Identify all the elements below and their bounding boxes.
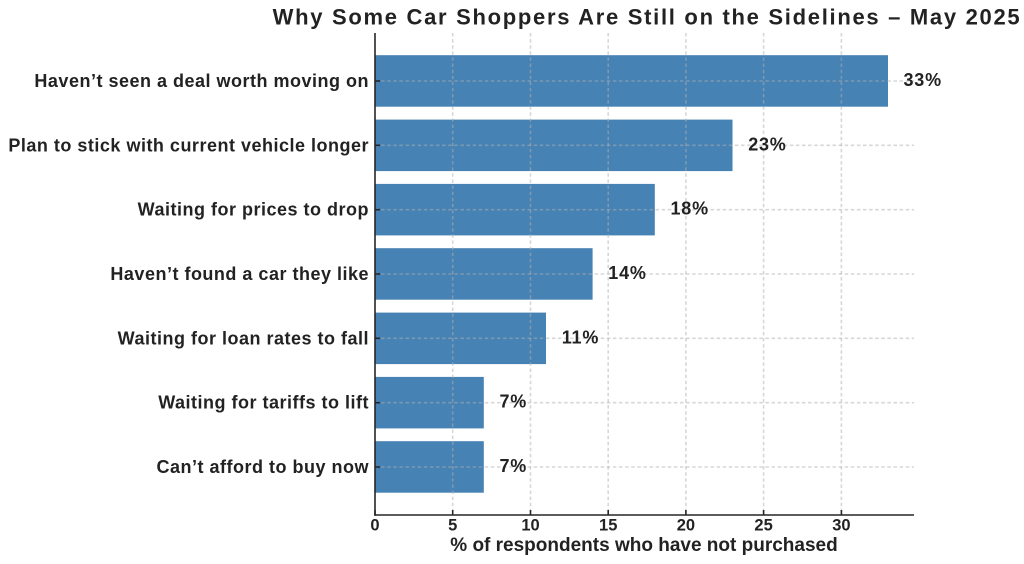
svg-text:Waiting for prices to drop: Waiting for prices to drop	[138, 200, 369, 220]
svg-text:% of respondents who have not: % of respondents who have not purchased	[450, 535, 837, 556]
svg-text:Haven’t found a car they like: Haven’t found a car they like	[110, 264, 369, 284]
svg-text:Plan to stick with current veh: Plan to stick with current vehicle longe…	[8, 135, 369, 155]
svg-text:30: 30	[832, 517, 850, 535]
svg-text:11%: 11%	[562, 327, 599, 347]
svg-text:20: 20	[677, 517, 695, 535]
svg-text:23%: 23%	[748, 134, 786, 154]
svg-text:15: 15	[599, 517, 617, 535]
svg-text:Waiting for loan rates to fall: Waiting for loan rates to fall	[118, 328, 369, 348]
svg-text:Can’t afford to buy now: Can’t afford to buy now	[157, 457, 370, 477]
svg-text:18%: 18%	[671, 199, 709, 219]
svg-text:Why Some Car Shoppers Are Stil: Why Some Car Shoppers Are Still on the S…	[273, 5, 1022, 30]
svg-text:7%: 7%	[500, 456, 528, 476]
svg-text:Waiting for tariffs to lift: Waiting for tariffs to lift	[158, 393, 369, 413]
svg-text:5: 5	[448, 517, 457, 535]
svg-text:10: 10	[521, 517, 539, 535]
svg-text:25: 25	[754, 517, 772, 535]
svg-text:7%: 7%	[500, 392, 528, 412]
svg-text:14%: 14%	[608, 263, 646, 283]
svg-text:0: 0	[370, 517, 379, 535]
svg-text:Haven’t seen a deal worth movi: Haven’t seen a deal worth moving on	[34, 71, 369, 91]
svg-text:33%: 33%	[904, 70, 942, 90]
